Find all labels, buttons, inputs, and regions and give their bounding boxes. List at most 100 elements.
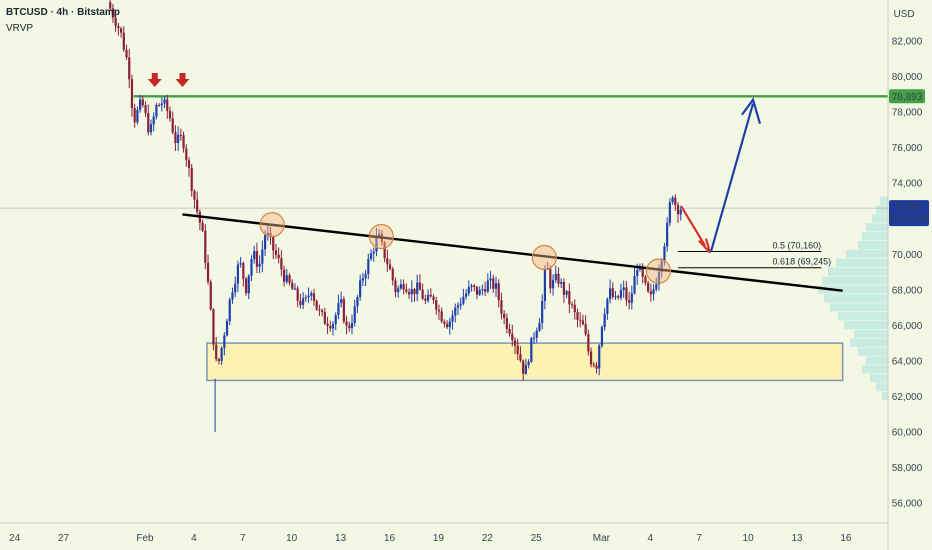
candle (171, 111, 174, 135)
candle-body (291, 282, 294, 289)
y-tick-label: 62,000 (892, 392, 923, 403)
touch-circle-4 (645, 258, 672, 284)
y-tick-label: 74,000 (892, 179, 923, 190)
candle (149, 119, 153, 136)
candle (253, 245, 256, 264)
candle-body (600, 326, 604, 346)
candle-body (220, 347, 223, 361)
candle-body (440, 311, 443, 322)
candle-body (437, 309, 441, 312)
candle (679, 205, 682, 221)
candle-body (505, 318, 508, 330)
candle (386, 249, 389, 273)
breakout-arrow-head (741, 97, 762, 125)
candle (519, 346, 522, 363)
candle (394, 277, 397, 298)
volume-bar-11 (824, 294, 888, 303)
candle-body (293, 288, 297, 290)
volume-bar-13 (822, 276, 888, 285)
candle-body (454, 307, 457, 316)
candle-body (310, 293, 313, 296)
candle-body (579, 319, 582, 321)
candle (296, 286, 299, 308)
candle-body (331, 324, 335, 329)
candle-body (261, 249, 264, 264)
breakout-arrow-line (709, 103, 755, 252)
candle (576, 308, 579, 328)
candle-body (538, 322, 541, 331)
support-zone (206, 342, 844, 382)
candle (503, 309, 506, 325)
candle-body (633, 276, 636, 294)
volume-bar-14 (828, 267, 888, 276)
candle-body (652, 289, 655, 295)
candle-body (644, 276, 647, 283)
candle-body (668, 202, 671, 223)
candle (573, 299, 576, 320)
candle-body (304, 297, 307, 299)
candle-body (622, 287, 625, 290)
candle (242, 261, 245, 287)
candle (285, 268, 288, 285)
symbol-title: BTCUSD · 4h · Bitstamp (6, 7, 120, 18)
candle-body (274, 250, 278, 255)
candle (250, 255, 253, 282)
candle (204, 224, 207, 270)
candle-body (361, 278, 364, 281)
candle-body (435, 300, 438, 310)
candle-body (608, 288, 612, 300)
candle (516, 338, 519, 361)
candle-body (255, 251, 259, 267)
volume-bar-7 (854, 329, 888, 339)
candle (329, 320, 332, 332)
candle-body (204, 230, 207, 263)
candle-body (429, 294, 432, 297)
candle (375, 227, 378, 257)
candle (584, 315, 587, 337)
candle (619, 283, 623, 301)
candle-body (285, 275, 288, 282)
candle-body (315, 300, 318, 310)
volume-bar-22 (880, 196, 888, 205)
candle (258, 255, 261, 274)
candle (598, 343, 601, 376)
candle (340, 291, 343, 308)
volume-bar-6 (850, 338, 888, 347)
current-price-tag (889, 200, 929, 227)
candle (666, 217, 669, 252)
candle (426, 289, 430, 303)
y-tick-label: 58,000 (892, 463, 923, 474)
candle (359, 274, 362, 301)
candle-body (128, 57, 131, 80)
candle (215, 336, 218, 362)
candle-body (416, 282, 419, 295)
candle-body (619, 289, 623, 298)
candle-body (581, 320, 585, 325)
candle (655, 277, 658, 292)
candle (331, 321, 335, 336)
candle-body (475, 286, 479, 295)
candle-body (508, 329, 511, 334)
candle-countdown-text: 01:07:12 (890, 214, 929, 225)
candle (614, 290, 617, 300)
candle (595, 362, 598, 374)
candle (617, 294, 620, 300)
candle (549, 265, 552, 294)
candle (334, 312, 337, 331)
volume-bar-3 (862, 365, 888, 374)
volume-profile (818, 196, 888, 401)
candle (435, 296, 438, 315)
candle (511, 324, 514, 347)
candle (372, 247, 375, 262)
candle (644, 274, 647, 286)
candle (649, 283, 652, 302)
candle-body (641, 266, 644, 277)
candle (350, 314, 354, 335)
plot-area (0, 0, 888, 432)
candle-body (595, 365, 598, 369)
candle (282, 265, 286, 287)
candle-body (386, 258, 389, 265)
candle (158, 103, 161, 107)
y-tick-label: 68,000 (892, 285, 923, 296)
